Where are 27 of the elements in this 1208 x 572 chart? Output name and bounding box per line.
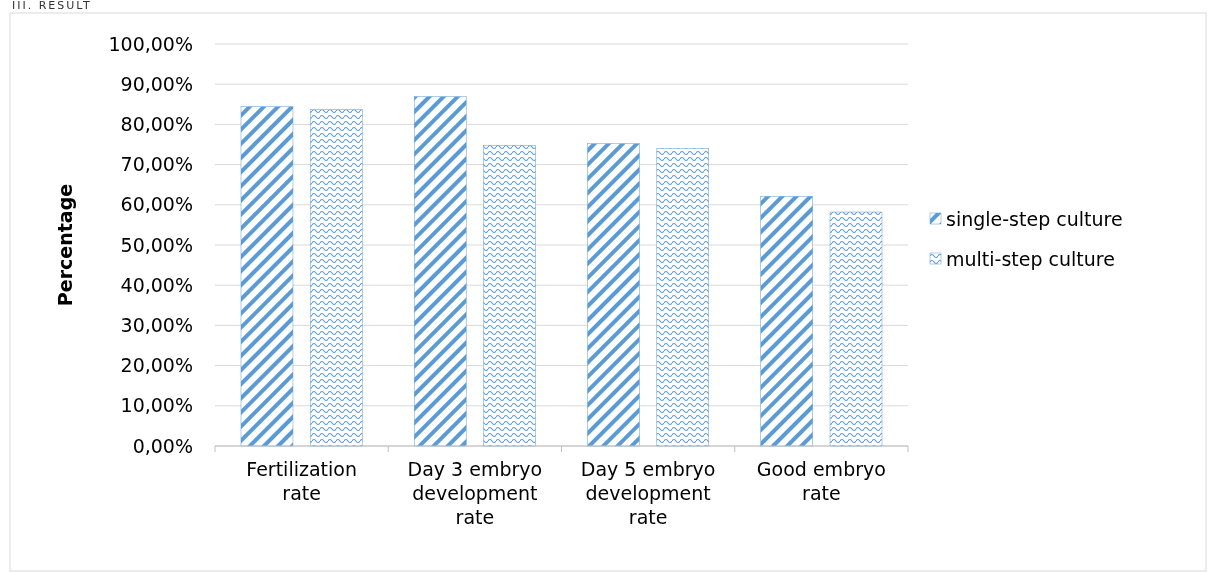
y-axis-title: Percentage bbox=[54, 183, 76, 307]
legend-label: multi-step culture bbox=[946, 247, 1115, 270]
y-tick-label: 90,00% bbox=[120, 72, 193, 95]
x-tick-label: Day 5 embryo development rate bbox=[580, 458, 716, 528]
legend-label: single-step culture bbox=[946, 207, 1123, 230]
bar bbox=[829, 211, 883, 447]
bar bbox=[656, 148, 710, 447]
y-tick-label: 60,00% bbox=[120, 193, 193, 216]
x-tick-label: Good embryo rate bbox=[756, 458, 886, 504]
y-tick-label: 0,00% bbox=[132, 434, 193, 457]
y-tick-label: 100,00% bbox=[108, 32, 193, 55]
bar bbox=[760, 196, 813, 447]
x-tick-label: Day 3 embryo development rate bbox=[407, 458, 543, 528]
bar bbox=[240, 106, 294, 447]
y-tick-label: 50,00% bbox=[120, 233, 193, 256]
text: III. RESULT bbox=[12, 0, 92, 12]
y-tick-label: 40,00% bbox=[120, 273, 193, 296]
x-tick-label: Fertilization rate bbox=[246, 458, 357, 504]
bar bbox=[310, 109, 363, 447]
y-tick-label: 80,00% bbox=[120, 113, 193, 136]
bar bbox=[413, 96, 467, 447]
bar bbox=[587, 143, 640, 447]
y-tick-label: 20,00% bbox=[120, 354, 193, 377]
y-tick-label: 10,00% bbox=[120, 394, 193, 417]
y-tick-label: 70,00% bbox=[120, 153, 193, 176]
y-tick-label: 30,00% bbox=[120, 314, 193, 337]
bar bbox=[483, 145, 536, 447]
